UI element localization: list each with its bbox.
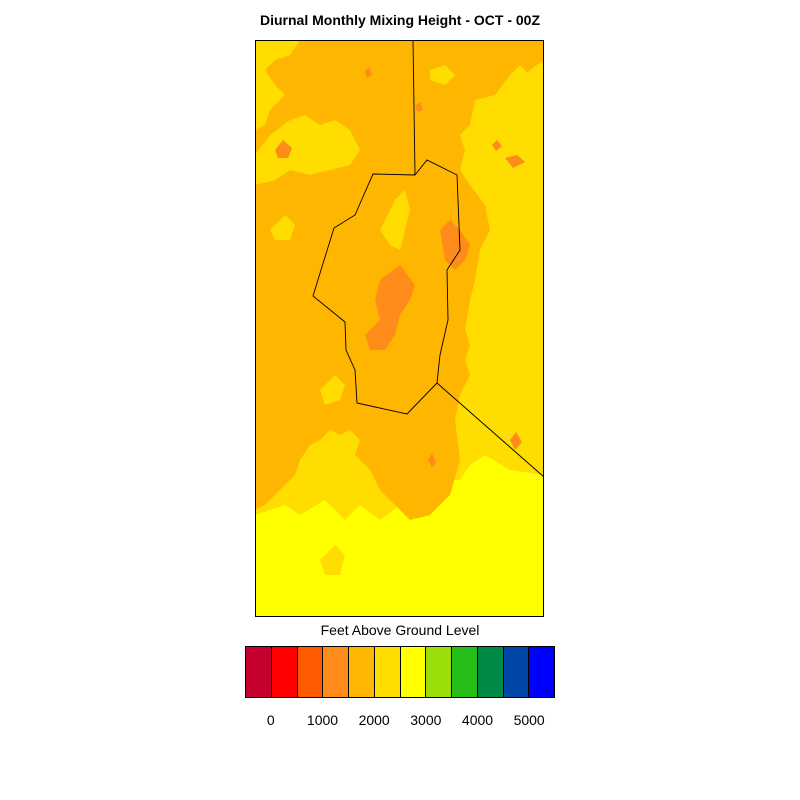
colorbar-tick-label: 4000 <box>461 712 494 728</box>
contour-band-1500-2000-east <box>440 220 470 270</box>
colorbar-swatch-1 <box>271 647 298 697</box>
contour-band-1500-2000-nw-patch <box>275 140 292 158</box>
colorbar-swatch-4 <box>349 647 375 697</box>
contour-band-2500-3000-nw <box>255 40 300 130</box>
boundary-line-north <box>412 40 416 176</box>
legend-title: Feet Above Ground Level <box>320 622 480 638</box>
colorbar-swatch-6 <box>400 647 427 697</box>
colorbar-swatch-11 <box>529 647 554 697</box>
colorbar-swatch-3 <box>323 647 349 697</box>
colorbar-swatch-0 <box>246 647 272 697</box>
colorbar-tick-labels: 0 1000 2000 3000 4000 5000 <box>0 712 800 732</box>
colorbar-swatch-7 <box>426 647 452 697</box>
colorbar-swatch-10 <box>503 647 530 697</box>
colorbar-tick-label: 0 <box>266 712 275 728</box>
contour-band-2500-3000-north-patch <box>430 65 455 85</box>
contour-band-2500-3000-west-patch <box>270 215 295 240</box>
contour-band-2500-3000-east-lower <box>490 365 544 440</box>
contour-band-3000-3500-south <box>255 455 544 617</box>
mixing-height-map <box>255 40 544 617</box>
map-title: Diurnal Monthly Mixing Height - OCT - 00… <box>260 12 540 28</box>
contour-band-2500-3000-west-lower <box>320 375 345 405</box>
contour-band-1500-2000-center <box>365 265 415 350</box>
contour-band-1500-2000-north-small <box>365 66 372 78</box>
colorbar-swatch-9 <box>477 647 504 697</box>
colorbar-swatch-2 <box>297 647 324 697</box>
contour-band-2500-3000-northwest-lobe <box>255 115 360 185</box>
contour-band-1500-2000-east-dot <box>492 140 502 151</box>
boundary-line-southeast <box>436 382 544 478</box>
colorbar <box>245 646 555 698</box>
contour-band-2500-3000-east-mid <box>505 240 544 310</box>
colorbar-tick-label: 5000 <box>513 712 545 728</box>
colorbar-swatch-5 <box>374 647 401 697</box>
contour-band-1500-2000-north-small-2 <box>415 102 423 112</box>
contour-band-2500-3000-center-patch <box>380 190 410 250</box>
colorbar-tick-label: 3000 <box>410 712 442 728</box>
contour-band-1500-2000-southeast-small <box>510 432 522 450</box>
colorbar-tick-label: 1000 <box>306 712 339 728</box>
region-outline <box>312 159 461 415</box>
contour-band-1500-2000-south-small <box>428 453 436 468</box>
contour-band-2500-3000-south-center <box>320 545 345 575</box>
colorbar-tick-label: 2000 <box>358 712 390 728</box>
map-frame <box>255 40 544 617</box>
colorbar-swatch-8 <box>452 647 478 697</box>
contour-band-1500-2000-east-small <box>505 155 525 168</box>
